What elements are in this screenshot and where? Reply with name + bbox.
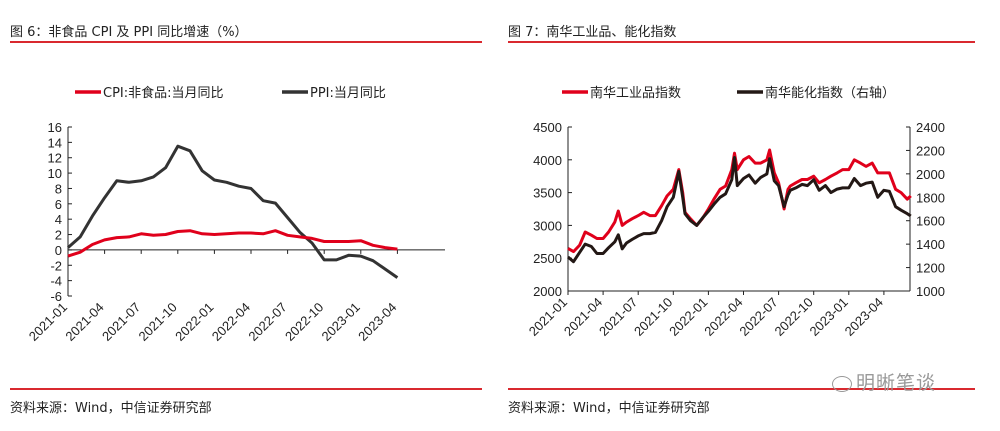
chart0-x-tick-label: 2023-01 [319,300,363,344]
chart1-y2-tick-label: 2200 [916,143,945,158]
chart1-title: 图 6：非食品 CPI 及 PPI 同比增速（%） [10,25,248,40]
chart0-y-tick-label: 10 [48,166,62,181]
chart0-x-tick-label: 2023-04 [355,300,399,344]
chart1-y-tick-label: 4000 [533,153,562,168]
chart0-y-tick-label: 12 [48,151,62,166]
watermark-logo: 明晰笔谈 [832,368,936,395]
chart1-y2-tick-label: 1600 [916,214,945,229]
chart1-series-1-line [567,156,912,264]
chart0-y-tick-label: 6 [55,197,62,212]
chart0-series-0-line [67,229,398,258]
chart1-y2-tick-label: 1000 [916,284,945,299]
chart0-x-tick-label: 2022-01 [172,300,216,344]
chart0-x-tick-label: 2022-10 [282,300,326,344]
chart1-y2-tick-label: 1400 [916,237,945,252]
chart2-title: 图 7：南华工业品、能化指数 [508,25,677,40]
chart0-y-tick-label: 16 [48,120,62,135]
chart0-x-tick-label: 2022-07 [245,300,289,344]
chart1-y-tick-label: 4500 [533,120,562,135]
chart1-y-tick-label: 3500 [533,186,562,201]
chart0-legend-label-1: PPI:当月同比 [310,86,386,101]
chart0-x-tick-label: 2021-07 [99,300,143,344]
chart0-x-tick-label: 2021-04 [62,300,106,344]
chart0-y-tick-label: 4 [55,212,62,227]
chart1-y2-tick-label: 1200 [916,261,945,276]
chart2-source: 资料来源：Wind，中信证券研究部 [508,401,710,416]
wechat-icon [832,375,852,392]
chart1-y-tick-label: 2000 [533,284,562,299]
chart0-y-tick-label: -4 [50,274,62,289]
chart0-x-tick-label: 2021-01 [26,300,70,344]
chart1-y2-tick-label: 1800 [916,190,945,205]
chart1-source: 资料来源：Wind，中信证券研究部 [10,401,212,416]
chart0-y-tick-label: -2 [50,258,62,273]
chart1-title-rule [10,41,482,43]
chart1-y2-tick-label: 2400 [916,120,945,135]
chart0-legend-label-0: CPI:非食品:当月同比 [103,85,224,101]
chart1-y-tick-label: 2500 [533,251,562,266]
chart1-footer-rule [10,388,482,390]
chart1-series-0-line [567,148,912,254]
chart1-legend-label-1: 南华能化指数（右轴） [765,85,895,101]
chart1-x-tick-label: 2023-04 [842,295,886,339]
chart0-y-tick-label: -6 [50,289,62,304]
chart2-title-rule [508,41,975,43]
chart2-footer-rule [508,388,975,390]
chart1-y2-tick-label: 2000 [916,167,945,182]
chart1-y-tick-label: 3000 [533,218,562,233]
chart0-x-tick-label: 2021-10 [136,300,180,344]
chart0-series-1-line [67,144,399,279]
chart0-x-tick-label: 2022-04 [209,300,253,344]
chart0-y-tick-label: 8 [55,181,62,196]
chart0-y-tick-label: 14 [48,135,62,150]
watermark-text: 明晰笔谈 [856,372,937,394]
chart0-y-tick-label: 0 [55,243,62,258]
chart0-y-tick-label: 2 [55,228,62,243]
chart1-legend-label-0: 南华工业品指数 [590,85,681,101]
